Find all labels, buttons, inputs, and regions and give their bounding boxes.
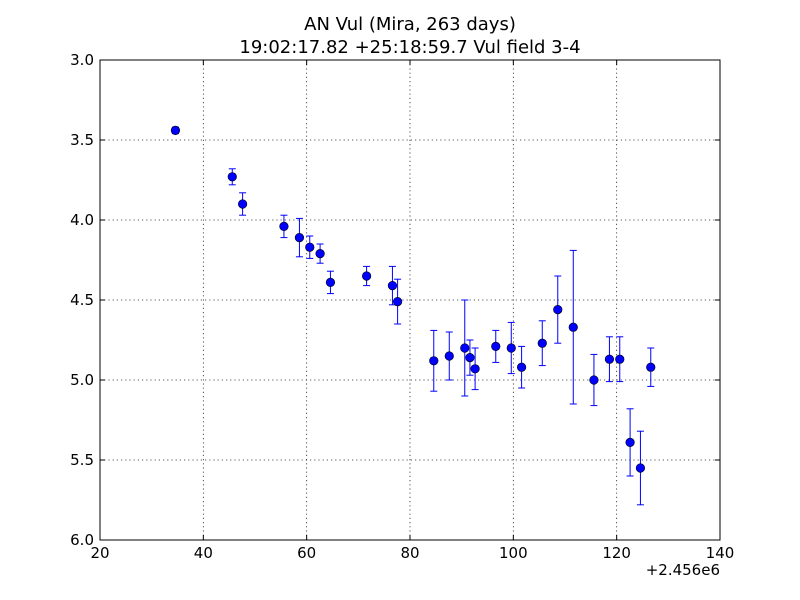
data-point (589, 353, 599, 407)
data-marker (553, 305, 563, 315)
tick-labels: 20 40 60 80 100 120 140 3.0 3.5 4.0 4.5 5.0 5.5 6.0 (70, 51, 734, 562)
grid (100, 60, 720, 540)
data-point (635, 430, 646, 506)
x-tick-label: 80 (400, 544, 419, 562)
x-tick-label: 40 (194, 544, 213, 562)
data-point (537, 320, 547, 367)
data-point (460, 299, 470, 397)
x-tick-label: 140 (706, 544, 735, 562)
data-point (568, 249, 578, 405)
data-marker (589, 375, 599, 385)
data-marker (516, 362, 527, 372)
data-marker (635, 463, 646, 473)
data-point (227, 168, 237, 186)
y-tick-label: 6.0 (70, 531, 94, 549)
y-tick-label: 5.0 (70, 371, 94, 389)
data-point (294, 217, 305, 258)
data-marker (444, 351, 454, 361)
x-tick-label: 100 (499, 544, 528, 562)
data-marker (537, 338, 547, 348)
data-marker (387, 281, 398, 291)
chart-subtitle: 19:02:17.82 +25:18:59.7 Vul field 3-4 (239, 37, 580, 58)
data-marker (305, 242, 315, 252)
data-point (429, 329, 439, 392)
data-point (238, 192, 248, 216)
data-point (305, 235, 315, 259)
data-marker (604, 354, 615, 364)
data-marker (325, 277, 336, 288)
data-marker (491, 341, 501, 352)
data-point (465, 339, 475, 376)
data-point (315, 243, 325, 264)
chart-title: AN Vul (Mira, 263 days) (304, 14, 516, 35)
axis-ticks (99, 59, 721, 541)
data-point (646, 347, 656, 387)
data-marker (362, 271, 372, 281)
data-point (625, 408, 635, 477)
data-marker (393, 297, 403, 307)
y-tick-label: 4.0 (70, 211, 94, 229)
data-marker (506, 343, 516, 353)
y-tick-label: 4.5 (70, 291, 94, 309)
data-point (516, 345, 527, 389)
y-tick-label: 3.0 (70, 51, 94, 69)
x-tick-label: 20 (90, 544, 109, 562)
data-marker (465, 353, 475, 363)
x-offset-label: +2.456e6 (646, 561, 720, 579)
data-marker (238, 199, 248, 209)
data-marker (625, 437, 635, 448)
data-points (170, 125, 656, 506)
data-marker (227, 172, 237, 182)
data-point (615, 336, 625, 383)
data-point (279, 214, 289, 239)
data-marker (646, 362, 656, 372)
data-point (170, 125, 181, 135)
data-point (325, 270, 336, 295)
y-tick-label: 5.5 (70, 451, 94, 469)
x-tick-label: 120 (602, 544, 631, 562)
data-marker (470, 364, 480, 374)
data-point (491, 329, 501, 363)
data-marker (615, 354, 625, 364)
data-marker (279, 221, 289, 231)
y-tick-label: 3.5 (70, 131, 94, 149)
data-marker (568, 322, 578, 332)
data-point (444, 331, 454, 381)
data-marker (294, 233, 305, 243)
data-marker (170, 125, 181, 135)
data-point (553, 275, 563, 344)
data-point (393, 278, 403, 325)
x-tick-label: 60 (297, 544, 316, 562)
data-point (506, 321, 516, 375)
data-marker (315, 249, 325, 259)
data-point (470, 347, 480, 391)
data-marker (460, 343, 470, 353)
data-point (362, 265, 372, 287)
data-marker (429, 356, 439, 366)
data-point (604, 336, 615, 383)
